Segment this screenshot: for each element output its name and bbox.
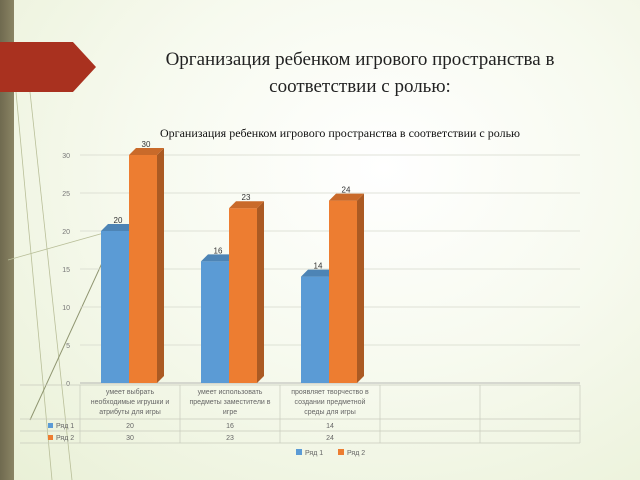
data-label: 23 xyxy=(242,193,251,202)
y-tick-label: 20 xyxy=(62,229,70,236)
chart-title: Организация ребенком игрового пространст… xyxy=(160,126,520,140)
bar-top xyxy=(329,193,364,201)
data-label: 24 xyxy=(342,186,351,195)
table-cell: 23 xyxy=(226,435,234,442)
title-arrow-marker xyxy=(0,42,96,92)
category-label: игре xyxy=(223,409,237,416)
category-label: умеет выбрать xyxy=(106,388,155,396)
y-tick-label: 10 xyxy=(62,305,70,312)
table-cell: 16 xyxy=(226,423,234,430)
category-label: создании предметной xyxy=(295,398,366,406)
data-label: 30 xyxy=(142,140,151,149)
bar xyxy=(201,261,229,383)
category-label: атрибуты для игры xyxy=(99,408,161,416)
bar-top xyxy=(129,148,164,155)
category-label: предметы заместители в xyxy=(189,399,270,406)
bar-side xyxy=(257,201,264,383)
table-cell: 24 xyxy=(326,435,334,442)
category-label: необходимые игрушки и xyxy=(91,398,170,406)
y-tick-label: 25 xyxy=(62,191,70,198)
table-legend-key xyxy=(48,423,53,428)
data-label: 20 xyxy=(114,216,123,225)
bar-side xyxy=(357,193,364,383)
category-label: умеет использовать xyxy=(198,389,263,396)
y-tick-label: 0 xyxy=(66,381,70,388)
category-label: среды для игры xyxy=(304,409,356,416)
bar xyxy=(329,200,357,383)
table-legend-key xyxy=(48,435,53,440)
bar-side xyxy=(157,148,164,383)
category-label: проявляет творчество в xyxy=(291,389,369,396)
legend-label: Ряд 1 xyxy=(305,450,323,457)
slide-title-line-2: соответствии с ролью: xyxy=(269,76,451,97)
table-cell: 20 xyxy=(126,423,134,430)
y-tick-label: 15 xyxy=(62,267,70,274)
y-tick-label: 5 xyxy=(66,343,70,350)
bar xyxy=(301,276,329,383)
bar-top xyxy=(301,269,336,277)
slide-title-line-1: Организация ребенком игрового пространст… xyxy=(165,49,555,70)
table-cell: 30 xyxy=(126,435,134,442)
bar-top xyxy=(229,201,264,209)
bar-top xyxy=(201,254,236,262)
y-tick-label: 30 xyxy=(62,153,70,160)
left-decor-bar xyxy=(0,0,14,480)
bar xyxy=(229,208,257,383)
data-label: 14 xyxy=(314,262,323,271)
bar xyxy=(129,155,157,383)
table-cell: 14 xyxy=(326,423,334,430)
table-row-name: Ряд 2 xyxy=(56,435,74,442)
legend-key xyxy=(296,449,302,455)
table-row-name: Ряд 1 xyxy=(56,423,74,430)
legend-label: Ряд 2 xyxy=(347,450,365,457)
legend-key xyxy=(338,449,344,455)
data-label: 16 xyxy=(214,246,223,255)
bar xyxy=(101,231,129,383)
slide-title: Организация ребенком игрового пространст… xyxy=(110,46,610,100)
bar-top xyxy=(101,224,136,231)
